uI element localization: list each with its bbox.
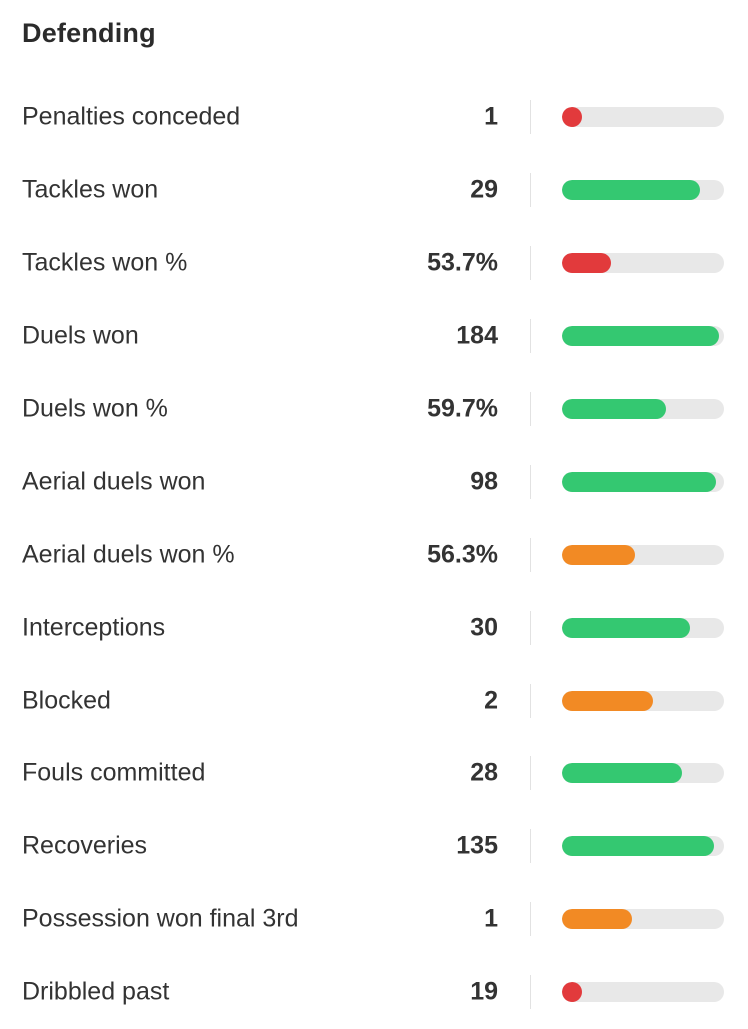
stats-list: Penalties conceded 1 Tackles won 29 Tackles … [0,81,748,1029]
column-divider [530,537,531,572]
column-divider [530,173,531,208]
stat-value: 30 [470,613,498,642]
stat-value: 1 [484,102,498,131]
stat-row: Blocked 2 [0,664,748,737]
stat-label: Tackles won % [22,248,188,277]
stat-bar-fill [562,909,632,930]
stat-value: 29 [470,175,498,204]
stat-row: Dribbled past 19 [0,956,748,1029]
stat-bar-track [562,107,724,128]
stat-row: Tackles won 29 [0,154,748,227]
stat-bar-fill [562,471,716,492]
stat-label: Penalties conceded [22,102,241,131]
column-divider [530,100,531,135]
stat-bar-fill [562,544,635,565]
stat-bar-fill [562,617,690,638]
stat-label: Blocked [22,686,111,715]
column-divider [530,683,531,718]
stat-bar-track [562,180,724,201]
stat-bar-track [562,763,724,784]
stat-row: Tackles won % 53.7% [0,227,748,300]
section-title: Defending [22,18,156,48]
stat-bar-track [562,690,724,711]
stat-bar-track [562,982,724,1003]
stat-bar-fill [562,180,700,201]
column-divider [530,610,531,645]
stat-row: Duels won % 59.7% [0,373,748,446]
column-divider [530,902,531,937]
stat-row: Interceptions 30 [0,591,748,664]
stat-label: Tackles won [22,175,159,204]
column-divider [530,756,531,791]
stat-bar-track [562,253,724,274]
stat-bar-track [562,326,724,347]
stat-row: Aerial duels won 98 [0,445,748,518]
column-divider [530,464,531,499]
stat-bar-fill [562,982,582,1003]
stat-row: Penalties conceded 1 [0,81,748,154]
stat-bar-fill [562,253,611,274]
stat-value: 59.7% [427,394,498,423]
stat-label: Possession won final 3rd [22,904,299,933]
stat-bar-fill [562,690,653,711]
stat-value: 28 [470,758,498,787]
stat-label: Dribbled past [22,977,170,1006]
stat-value: 19 [470,977,498,1006]
stat-bar-track [562,617,724,638]
stat-label: Interceptions [22,613,166,642]
column-divider [530,392,531,426]
stat-bar-track [562,836,724,857]
column-divider [530,975,531,1010]
stat-row: Fouls committed 28 [0,737,748,810]
stat-label: Duels won [22,321,139,350]
stat-value: 1 [484,904,498,933]
stat-row: Possession won final 3rd 1 [0,883,748,956]
column-divider [530,246,531,281]
stat-row: Recoveries 135 [0,810,748,883]
stat-row: Aerial duels won % 56.3% [0,518,748,591]
stat-bar-track [562,471,724,492]
stat-bar-track [562,399,724,419]
stat-value: 98 [470,467,498,496]
stat-label: Duels won % [22,394,168,423]
column-divider [530,829,531,864]
stat-label: Fouls committed [22,758,206,787]
stat-bar-track [562,909,724,930]
column-divider [530,319,531,354]
stat-value: 53.7% [427,248,498,277]
stat-value: 184 [456,321,498,350]
stat-bar-fill [562,107,582,128]
stat-value: 56.3% [427,540,498,569]
stat-label: Aerial duels won % [22,540,235,569]
stat-value: 2 [484,686,498,715]
stat-bar-fill [562,399,666,419]
stat-bar-track [562,544,724,565]
stat-bar-fill [562,836,715,857]
stat-label: Aerial duels won [22,467,206,496]
stat-bar-fill [562,763,682,784]
stat-label: Recoveries [22,831,148,860]
stat-value: 135 [456,831,498,860]
stat-row: Duels won 184 [0,300,748,373]
stat-bar-fill [562,326,720,347]
